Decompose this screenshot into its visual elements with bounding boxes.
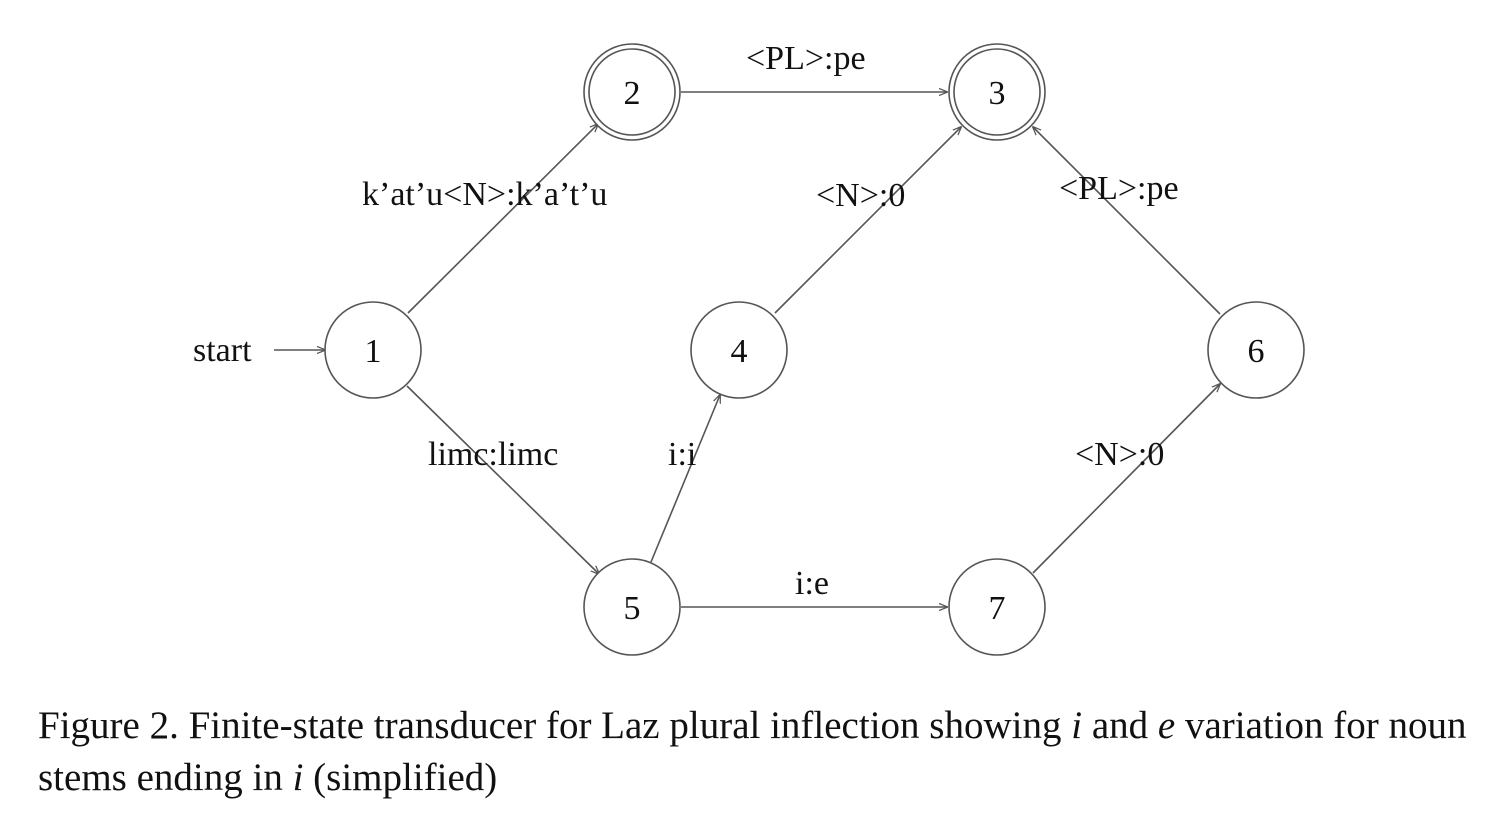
state-7-label: 7 [989, 590, 1006, 627]
state-5: 5 [583, 558, 681, 656]
edge-1-5: limc:limc [406, 385, 599, 574]
state-6: 6 [1207, 301, 1305, 399]
edge-label-4-3: <N>:0 [816, 177, 905, 214]
caption-mid: and [1082, 704, 1158, 747]
state-6-label: 6 [1248, 333, 1265, 370]
edge-6-3: <PL>:pe [1033, 127, 1221, 315]
edge-7-6: <N>:0 [1032, 384, 1220, 574]
caption-end: (simplified) [303, 756, 498, 799]
state-7: 7 [948, 558, 1046, 656]
edge-label-5-7: i:e [795, 565, 829, 602]
state-3: 3 [948, 43, 1046, 141]
edge-1-2: k’at’u<N>:k’a’t’u [362, 124, 607, 314]
start-label: start [193, 332, 252, 369]
edge-5-4: i:i [650, 395, 720, 563]
caption-prefix: Figure 2. Finite-state transducer for La… [38, 704, 1072, 747]
edge-label-5-4: i:i [668, 436, 696, 473]
state-4-label: 4 [731, 333, 748, 370]
state-4: 4 [690, 301, 788, 399]
caption-var-i: i [1071, 704, 1083, 747]
edge-label-6-3: <PL>:pe [1059, 170, 1179, 207]
fst-diagram: start k’at’u<N>:k’a’t’u <PL>:pe <N>:0 <P… [193, 40, 1305, 656]
state-5-label: 5 [624, 590, 641, 627]
edge-label-1-2: k’at’u<N>:k’a’t’u [362, 176, 607, 213]
caption-suffix: variation for noun stems ending in [38, 704, 1467, 799]
edge-label-2-3: <PL>:pe [746, 40, 866, 77]
state-2-label: 2 [624, 75, 641, 112]
caption-var-e: e [1157, 704, 1176, 747]
figure-caption: Figure 2. Finite-state transducer for La… [38, 700, 1478, 804]
edge-5-7: i:e [681, 565, 947, 607]
state-3-label: 3 [989, 75, 1006, 112]
edge-label-1-5: limc:limc [428, 436, 558, 473]
state-1-label: 1 [365, 333, 382, 370]
state-2: 2 [583, 43, 681, 141]
caption-var-i-2: i [292, 756, 304, 799]
edge-4-3: <N>:0 [774, 127, 961, 314]
edge-2-3: <PL>:pe [681, 40, 947, 92]
state-1: 1 [324, 301, 422, 399]
edge-label-7-6: <N>:0 [1075, 436, 1164, 473]
